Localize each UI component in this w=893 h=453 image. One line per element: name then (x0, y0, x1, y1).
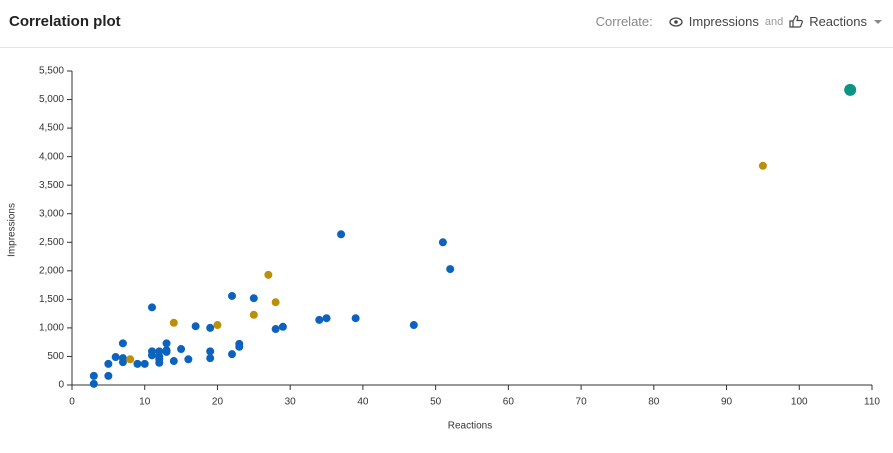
metric-b[interactable]: Reactions (809, 14, 867, 29)
chart: Reactions Impressions 05001,0001,5002,00… (7, 66, 881, 432)
correlate-label: Correlate: (595, 14, 653, 29)
data-point (278, 322, 287, 331)
x-tick-label: 60 (503, 397, 515, 408)
data-point (351, 314, 360, 323)
data-point (213, 321, 222, 330)
y-tick-label: 5,500 (39, 66, 64, 77)
x-tick-label: 10 (139, 397, 151, 408)
data-point (249, 310, 258, 319)
data-point (322, 314, 331, 323)
correlate-controls: Correlate: Impressions and Reactions (596, 14, 883, 29)
data-point (140, 359, 149, 368)
data-point (104, 371, 113, 380)
y-tick-label: 500 (47, 351, 64, 362)
data-point (844, 83, 857, 96)
x-axis-label: Reactions (448, 421, 492, 432)
data-point (206, 354, 215, 363)
data-point (271, 325, 280, 334)
x-tick-label: 40 (357, 397, 369, 408)
data-point (438, 238, 447, 247)
dropdown-caret[interactable] (873, 19, 883, 25)
data-point (169, 318, 178, 327)
data-point (206, 347, 215, 356)
data-point (315, 315, 324, 324)
y-tick-label: 0 (58, 380, 64, 391)
data-point (206, 323, 215, 332)
data-point (133, 359, 142, 368)
x-tick-label: 110 (864, 397, 880, 408)
data-point (184, 355, 193, 364)
data-point (169, 357, 178, 366)
data-point (177, 345, 186, 354)
y-tick-label: 5,000 (39, 94, 64, 105)
x-tick-label: 70 (576, 397, 588, 408)
y-tick-label: 4,500 (39, 123, 64, 134)
joiner: and (764, 15, 784, 28)
data-point (191, 322, 200, 331)
eye-icon (669, 16, 683, 27)
y-tick-label: 2,000 (39, 265, 64, 276)
data-point (446, 265, 455, 274)
data-point (104, 359, 113, 368)
data-point (118, 339, 127, 348)
data-point (118, 354, 127, 363)
y-tick-label: 1,500 (39, 294, 64, 305)
data-point (148, 351, 156, 360)
data-point (228, 291, 236, 300)
metric-a[interactable]: Impressions (688, 14, 759, 29)
y-tick-label: 3,500 (39, 180, 64, 191)
data-point (162, 347, 171, 356)
y-tick-label: 1,000 (39, 323, 64, 334)
data-point (126, 355, 135, 364)
thumb-icon (789, 15, 804, 28)
y-tick-label: 2,500 (39, 237, 64, 248)
data-point (235, 342, 244, 351)
data-point (89, 371, 98, 380)
data-point (148, 303, 156, 312)
header: Correlation plot Correlate: Impressions … (0, 0, 893, 48)
data-point (89, 379, 98, 388)
y-tick-label: 4,000 (39, 151, 64, 162)
data-point (337, 230, 346, 239)
data-point (264, 270, 273, 279)
x-tick-label: 30 (285, 397, 297, 408)
data-point (228, 350, 236, 359)
page-title: Correlation plot (9, 13, 121, 30)
x-tick-label: 90 (721, 397, 733, 408)
x-tick-label: 50 (430, 397, 442, 408)
data-point (155, 355, 164, 364)
data-point (111, 353, 120, 362)
x-tick-label: 80 (648, 397, 660, 408)
data-point (758, 161, 767, 170)
data-point (271, 298, 280, 307)
data-point (409, 321, 418, 330)
x-tick-label: 20 (212, 397, 224, 408)
data-point (162, 339, 171, 348)
data-point (249, 294, 258, 303)
x-tick-label: 100 (791, 397, 808, 408)
y-tick-label: 3,000 (39, 208, 64, 219)
y-axis-label: Impressions (7, 203, 18, 257)
x-tick-label: 0 (69, 397, 75, 408)
